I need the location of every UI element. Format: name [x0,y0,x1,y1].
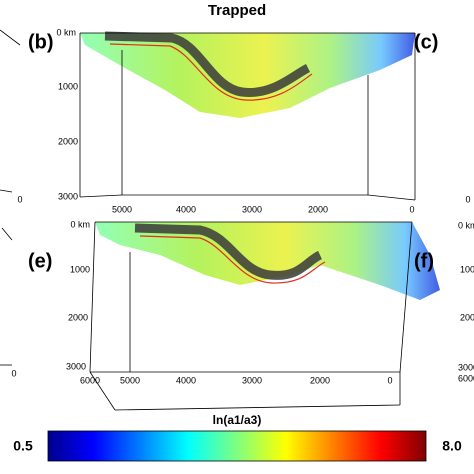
depth-tick: 0 km [70,219,90,229]
colorbar [47,430,427,462]
box-frame [0,189,13,193]
box-frame [79,32,416,201]
slab-edge [139,235,326,284]
box-frame [0,29,21,46]
depth-tick: 3000 [66,361,86,371]
depth-tick: 0 km [458,220,474,230]
x-tick: 6000 [458,373,474,383]
x-tick: 2000 [308,204,328,214]
x-tick: 0 [17,194,22,204]
x-tick: 2000 [310,375,330,385]
slab-edge [109,43,313,101]
slab [134,223,323,280]
panel-label: (c) [414,31,438,53]
x-tick: 4000 [176,375,196,385]
box-frame [89,221,413,411]
x-tick: 0 [409,204,414,214]
depth-tick: 3000 [58,191,78,201]
depth-tick: 2000 [460,312,474,322]
depth-tick: 3000 [458,362,474,372]
x-tick: 5000 [120,375,140,385]
panel-label: (b) [28,31,54,53]
depth-tick: 1000 [460,264,474,274]
depth-tick: 1000 [70,264,90,274]
point-cloud [95,222,440,300]
x-tick: 3000 [242,204,262,214]
box-frame [1,227,13,241]
colorbar-max: 8.0 [442,438,462,454]
x-tick: 5000 [112,204,132,214]
x-tick: 0 [387,375,392,385]
point-cloud [80,33,415,118]
slab [104,31,311,97]
depth-tick: 0 km [56,27,76,37]
depth-tick: 1000 [58,81,78,91]
colorbar-min: 0.5 [13,438,33,454]
depth-tick: 2000 [58,136,78,146]
depth-tick: 2000 [68,312,88,322]
panel-label: (f) [414,250,434,272]
x-tick: 3000 [242,375,262,385]
panel-label: (e) [28,250,52,272]
x-tick: 0 [465,194,470,204]
figure-title: Trapped [208,2,266,19]
colorbar-label: ln(a1/a3) [213,413,262,427]
x-tick: 6000 [80,375,100,385]
x-tick: 4000 [176,204,196,214]
x-tick: 0 [11,368,16,378]
